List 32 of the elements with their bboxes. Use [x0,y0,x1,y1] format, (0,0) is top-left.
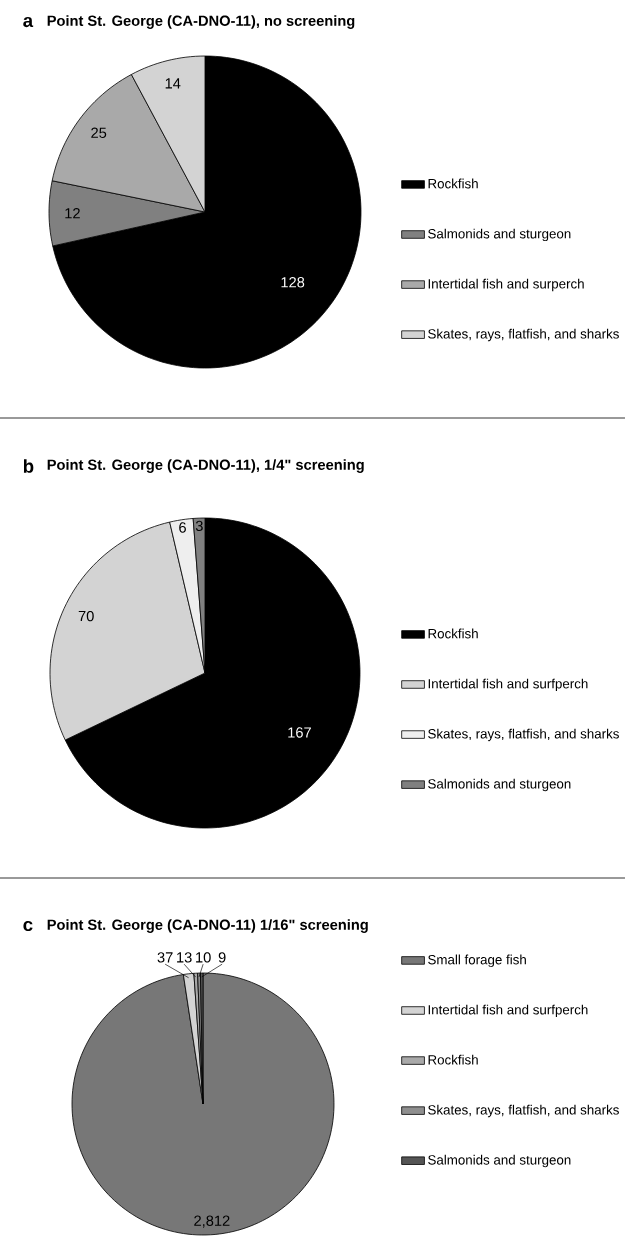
text: a [23,16,34,28]
data-label: 9 [218,952,226,963]
data-label: 2,812 [194,1215,230,1228]
data-label: 128 [281,277,305,288]
data-label: 3 [195,520,203,532]
data-label: 6 [179,522,186,533]
legend-label: Rockfish [428,628,478,639]
legend-label: Small forage fish [428,954,526,968]
data-label: 10 [196,952,211,963]
chart-title: Point St. George (CA-DNO-11), 1/4" screening [47,459,364,473]
text: c [23,920,33,932]
legend-label: Intertidal fish and surperch [428,278,584,292]
data-label: 37 [157,952,173,963]
data-label: 25 [91,127,107,138]
legend-label: Salmonids and sturgeon [428,228,571,242]
legend-label: Salmonids and sturgeon [428,1154,571,1168]
chart-title: Point St. George (CA-DNO-11), no screening [47,15,355,29]
legend-label: Intertidal fish and surfperch [428,1004,588,1018]
legend-label: Rockfish [428,178,478,189]
chart-title: Point St. George (CA-DNO-11) 1/16" screening [47,919,368,933]
legend-label: Skates, rays, flatfish, and sharks [428,1104,619,1118]
data-label: 167 [288,727,311,738]
legend-label: Skates, rays, flatfish, and sharks [428,728,619,742]
data-label: 12 [65,208,80,219]
text: b [23,459,34,473]
legend-label: Rockfish [428,1054,478,1065]
data-label: 14 [165,78,181,89]
legend-label: Salmonids and sturgeon [428,778,571,792]
legend-label: Intertidal fish and surfperch [428,678,588,692]
data-label: 13 [177,952,192,963]
legend-label: Skates, rays, flatfish, and sharks [428,328,619,342]
data-label: 70 [78,610,94,622]
